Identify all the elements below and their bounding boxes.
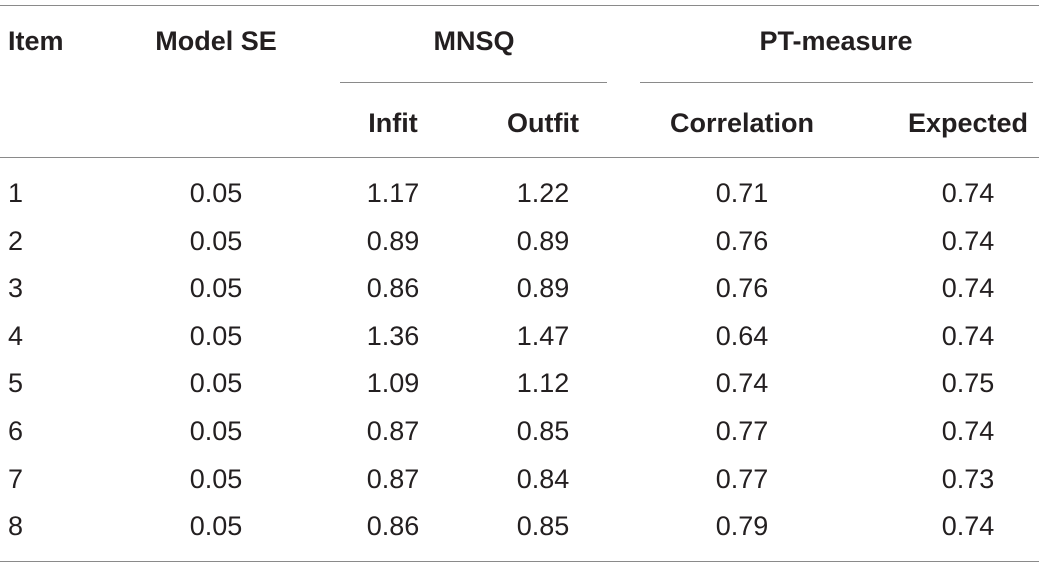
cell-correlation: 0.71 bbox=[715, 178, 769, 208]
cell-correlation: 0.77 bbox=[715, 464, 769, 494]
mnsq-group-rule bbox=[340, 82, 607, 83]
cell-correlation: 0.74 bbox=[715, 368, 769, 398]
cell-item: 6 bbox=[8, 416, 24, 446]
cell-expected: 0.73 bbox=[941, 464, 995, 494]
cell-infit: 0.87 bbox=[366, 416, 420, 446]
cell-correlation: 0.79 bbox=[715, 511, 769, 541]
cell-model-se: 0.05 bbox=[189, 464, 243, 494]
cell-infit: 1.09 bbox=[366, 368, 420, 398]
cell-item: 5 bbox=[8, 368, 24, 398]
cell-model-se: 0.05 bbox=[189, 416, 243, 446]
cell-correlation: 0.64 bbox=[715, 321, 769, 351]
cell-model-se: 0.05 bbox=[189, 178, 243, 208]
cell-item: 3 bbox=[8, 273, 24, 303]
cell-item: 1 bbox=[8, 178, 24, 208]
header-item: Item bbox=[8, 26, 64, 56]
header-infit: Infit bbox=[368, 108, 418, 138]
cell-outfit: 1.12 bbox=[516, 368, 570, 398]
cell-correlation: 0.77 bbox=[715, 416, 769, 446]
cell-model-se: 0.05 bbox=[189, 368, 243, 398]
cell-infit: 1.17 bbox=[366, 178, 420, 208]
cell-expected: 0.75 bbox=[941, 368, 995, 398]
cell-expected: 0.74 bbox=[941, 226, 995, 256]
header-expected: Expected bbox=[907, 108, 1029, 138]
header-correlation: Correlation bbox=[669, 108, 815, 138]
header-pt-measure: PT-measure bbox=[759, 26, 913, 56]
cell-outfit: 0.89 bbox=[516, 226, 570, 256]
header-model-se: Model SE bbox=[155, 26, 277, 56]
cell-expected: 0.74 bbox=[941, 273, 995, 303]
cell-outfit: 0.85 bbox=[516, 511, 570, 541]
cell-item: 2 bbox=[8, 226, 24, 256]
cell-model-se: 0.05 bbox=[189, 273, 243, 303]
header-bottom-rule bbox=[0, 157, 1039, 158]
cell-expected: 0.74 bbox=[941, 416, 995, 446]
cell-expected: 0.74 bbox=[941, 321, 995, 351]
cell-infit: 0.86 bbox=[366, 511, 420, 541]
cell-expected: 0.74 bbox=[941, 178, 995, 208]
cell-infit: 0.86 bbox=[366, 273, 420, 303]
bottom-rule bbox=[0, 561, 1039, 562]
cell-correlation: 0.76 bbox=[715, 226, 769, 256]
cell-outfit: 0.85 bbox=[516, 416, 570, 446]
cell-outfit: 0.84 bbox=[516, 464, 570, 494]
top-rule bbox=[0, 5, 1039, 6]
cell-item: 4 bbox=[8, 321, 24, 351]
cell-outfit: 1.22 bbox=[516, 178, 570, 208]
header-mnsq: MNSQ bbox=[433, 26, 515, 56]
cell-correlation: 0.76 bbox=[715, 273, 769, 303]
cell-model-se: 0.05 bbox=[189, 511, 243, 541]
pt-measure-group-rule bbox=[640, 82, 1033, 83]
cell-infit: 0.87 bbox=[366, 464, 420, 494]
cell-expected: 0.74 bbox=[941, 511, 995, 541]
cell-model-se: 0.05 bbox=[189, 226, 243, 256]
cell-item: 8 bbox=[8, 511, 24, 541]
cell-infit: 0.89 bbox=[366, 226, 420, 256]
cell-outfit: 0.89 bbox=[516, 273, 570, 303]
cell-infit: 1.36 bbox=[366, 321, 420, 351]
header-outfit: Outfit bbox=[507, 108, 579, 138]
cell-model-se: 0.05 bbox=[189, 321, 243, 351]
cell-outfit: 1.47 bbox=[516, 321, 570, 351]
cell-item: 7 bbox=[8, 464, 24, 494]
